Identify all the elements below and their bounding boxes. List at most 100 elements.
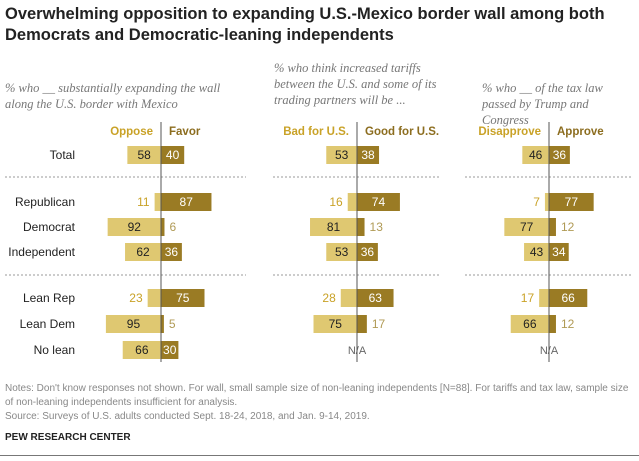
- bar-positive: [357, 218, 365, 236]
- value-label-positive: 12: [561, 317, 575, 331]
- bar-positive: [549, 146, 570, 164]
- pew-logo: PEW RESEARCH CENTER: [5, 432, 131, 443]
- bar-positive: [549, 218, 556, 236]
- value-label-positive: 36: [553, 148, 567, 162]
- value-label-positive: 77: [565, 195, 579, 209]
- value-label-positive: 36: [361, 245, 375, 259]
- value-label-negative: 77: [520, 220, 534, 234]
- legend-positive: Approve: [557, 126, 604, 138]
- bar-positive: [161, 193, 212, 211]
- value-label-negative: 17: [521, 291, 535, 305]
- bar-negative: [340, 289, 357, 307]
- legend-positive: Favor: [169, 126, 201, 138]
- row-label: Independent: [8, 245, 75, 259]
- bar-negative: [127, 146, 161, 164]
- value-label-negative: 16: [329, 195, 343, 209]
- bar-negative: [522, 146, 549, 164]
- panel-2-subtitle: % who think increased tariffs between th…: [274, 61, 437, 107]
- value-label-negative: 75: [329, 317, 343, 331]
- row-label: Total: [50, 148, 75, 162]
- row-label: Republican: [15, 195, 75, 209]
- value-label-positive: 36: [165, 245, 179, 259]
- legend-negative: Bad for U.S.: [283, 126, 349, 138]
- bar-negative: [105, 315, 161, 333]
- value-label-negative: 62: [136, 245, 150, 259]
- legend-negative: Oppose: [110, 126, 153, 138]
- value-label-positive: 87: [180, 195, 194, 209]
- chart-notes: Notes: Don't know responses not shown. F…: [5, 382, 635, 424]
- bar-negative: [524, 243, 549, 261]
- value-label-positive: 63: [369, 291, 383, 305]
- bar-positive: [357, 243, 378, 261]
- bar-positive: [549, 193, 594, 211]
- value-label-negative: 46: [529, 148, 543, 162]
- bar-negative: [107, 218, 161, 236]
- legend-negative: Disapprove: [478, 126, 541, 138]
- bar-negative: [122, 341, 161, 359]
- bar-negative: [510, 315, 549, 333]
- bar-negative: [313, 315, 357, 333]
- bar-positive: [161, 341, 179, 359]
- value-label-negative: 28: [322, 291, 336, 305]
- value-label-positive: 74: [372, 195, 386, 209]
- bar-negative: [310, 218, 357, 236]
- bar-positive: [357, 146, 380, 164]
- value-label-negative: 95: [127, 317, 141, 331]
- bar-negative: [504, 218, 549, 236]
- bar-positive: [357, 193, 400, 211]
- bar-positive: [161, 146, 185, 164]
- bar-positive: [161, 243, 182, 261]
- value-label-positive: 75: [176, 291, 190, 305]
- bar-positive: [357, 289, 394, 307]
- notes-text: Notes: Don't know responses not shown. F…: [5, 383, 629, 408]
- bar-positive: [549, 315, 556, 333]
- value-label-positive: 66: [561, 291, 575, 305]
- value-label-positive: 17: [372, 317, 386, 331]
- panel-3-subtitle: % who __ of the tax law passed by Trump …: [482, 81, 603, 127]
- value-label-positive: 38: [361, 148, 375, 162]
- bar-negative: [125, 243, 161, 261]
- panel-1-subtitle: % who __ substantially expanding the wal…: [5, 81, 221, 111]
- value-label-positive: 30: [163, 343, 177, 357]
- bar-negative: [326, 146, 357, 164]
- value-label-negative: 53: [335, 148, 349, 162]
- value-label-positive: 6: [169, 220, 176, 234]
- bar-positive: [549, 243, 569, 261]
- value-label-positive: 40: [166, 148, 180, 162]
- bar-negative: [154, 193, 161, 211]
- bar-negative: [347, 193, 357, 211]
- bar-negative: [326, 243, 357, 261]
- chart-title: Overwhelming opposition to expanding U.S…: [5, 5, 605, 44]
- row-label: Lean Dem: [20, 317, 75, 331]
- value-label-positive: 12: [561, 220, 575, 234]
- bar-negative: [539, 289, 549, 307]
- bar-positive: [549, 289, 588, 307]
- bar-positive: [161, 218, 165, 236]
- bar-negative: [544, 193, 549, 211]
- value-label-negative: 23: [129, 291, 143, 305]
- bar-negative: [147, 289, 161, 307]
- value-label-negative: 58: [138, 148, 152, 162]
- bar-positive: [357, 315, 367, 333]
- row-label: Lean Rep: [23, 291, 75, 305]
- value-label-negative: 43: [530, 245, 544, 259]
- bar-positive: [161, 315, 164, 333]
- value-label-negative: 53: [335, 245, 349, 259]
- row-label: No lean: [34, 343, 75, 357]
- value-label-negative: 66: [135, 343, 149, 357]
- value-label-negative: 92: [128, 220, 142, 234]
- bottom-divider: [0, 455, 639, 456]
- row-label: Democrat: [23, 220, 76, 234]
- legend-positive: Good for U.S.: [365, 126, 439, 138]
- source-text: Source: Surveys of U.S. adults conducted…: [5, 411, 370, 422]
- value-label-negative: 66: [523, 317, 537, 331]
- value-label-negative: 11: [137, 195, 150, 209]
- value-label-negative: 81: [327, 220, 341, 234]
- bar-positive: [161, 289, 205, 307]
- value-label-negative: 7: [533, 195, 540, 209]
- value-label-positive: 5: [169, 317, 176, 331]
- value-label-positive: 13: [370, 220, 384, 234]
- value-label-positive: 34: [552, 245, 566, 259]
